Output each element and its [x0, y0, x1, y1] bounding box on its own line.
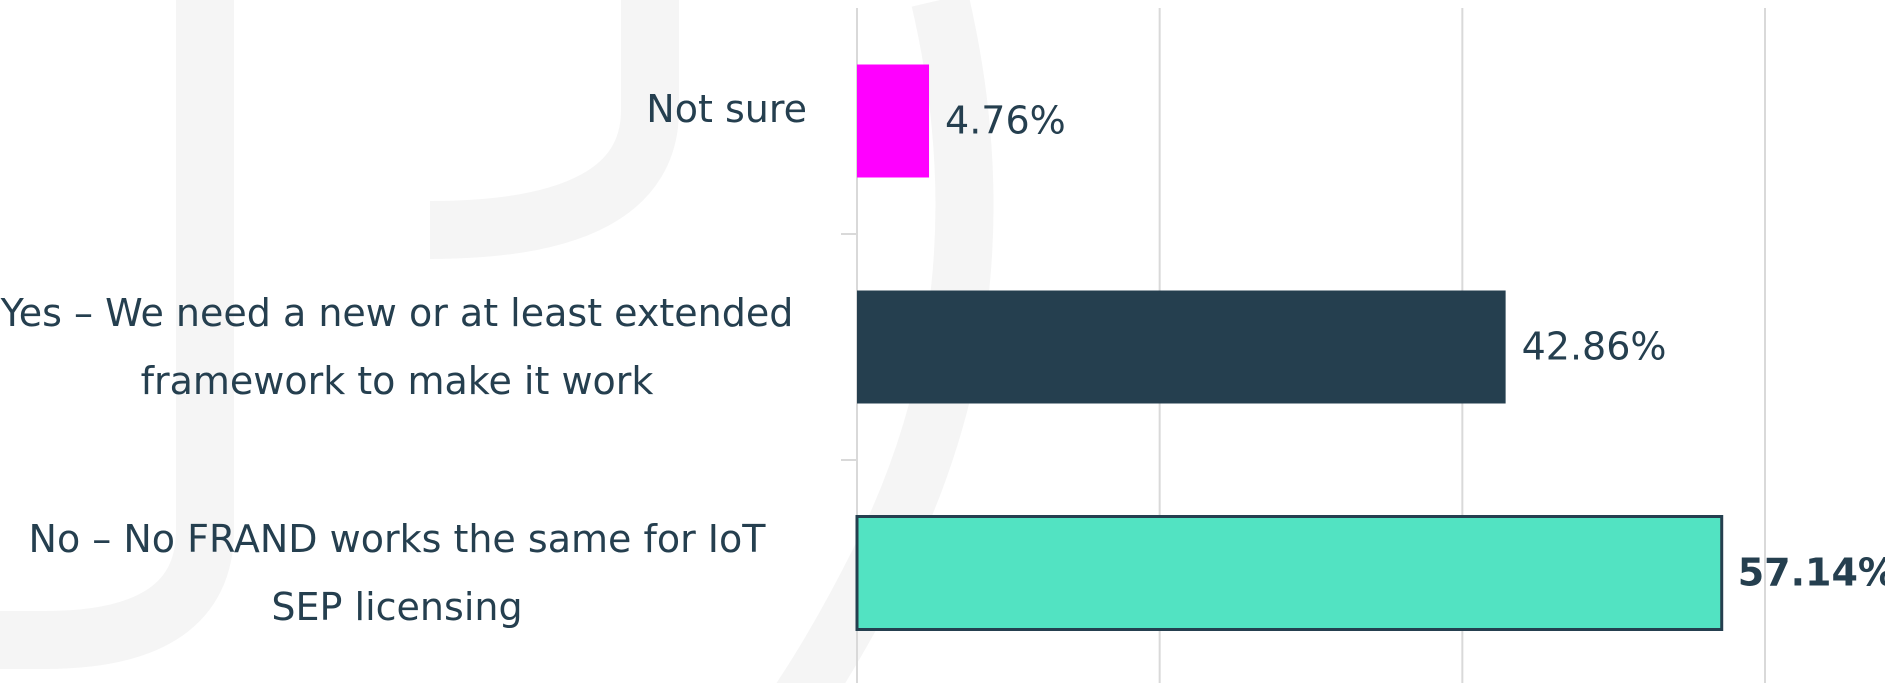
- bar: [857, 64, 930, 178]
- value-label: 57.14%: [1738, 551, 1885, 595]
- category-label: No – No FRAND works the same for IoT SEP…: [0, 493, 807, 653]
- category-label: Not sure: [0, 44, 807, 174]
- category-text: No – No FRAND works the same for IoT SEP…: [28, 517, 766, 629]
- bar: [857, 290, 1506, 404]
- category-text: Yes – We need a new or at least extended…: [0, 291, 794, 403]
- watermark: [0, 0, 965, 683]
- category-text: Not sure: [646, 87, 807, 131]
- category-label: Yes – We need a new or at least extended…: [0, 267, 807, 427]
- bar: [855, 515, 1724, 631]
- value-label: 42.86%: [1522, 325, 1667, 369]
- value-label: 4.76%: [945, 99, 1066, 143]
